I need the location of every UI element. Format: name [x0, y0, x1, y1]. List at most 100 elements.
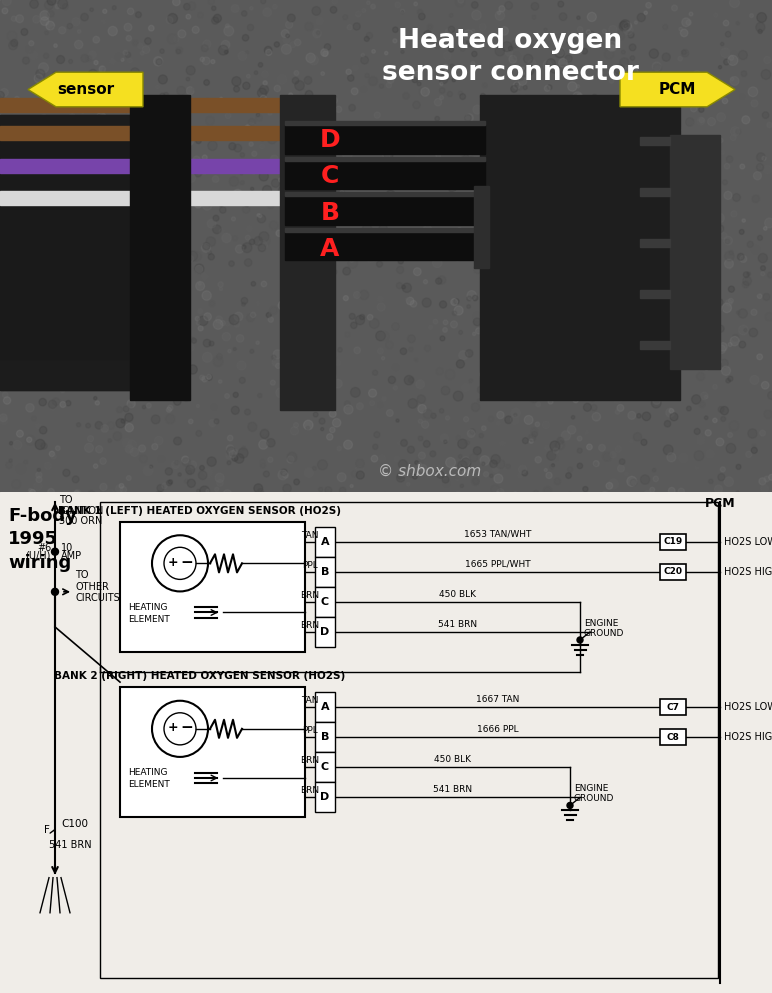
Circle shape: [641, 96, 645, 100]
Circle shape: [608, 479, 618, 490]
Circle shape: [571, 38, 577, 44]
Circle shape: [545, 446, 550, 450]
Circle shape: [298, 118, 308, 128]
Circle shape: [619, 459, 625, 465]
Circle shape: [260, 460, 265, 465]
Circle shape: [683, 211, 692, 220]
Circle shape: [34, 482, 42, 491]
Circle shape: [726, 444, 736, 453]
Circle shape: [665, 420, 671, 427]
Circle shape: [193, 156, 200, 164]
Circle shape: [130, 448, 139, 457]
Circle shape: [289, 93, 293, 97]
Circle shape: [368, 389, 377, 397]
Circle shape: [367, 235, 378, 245]
Circle shape: [692, 286, 699, 294]
Circle shape: [165, 496, 174, 505]
Circle shape: [275, 496, 278, 498]
Circle shape: [443, 320, 448, 325]
Circle shape: [306, 191, 310, 195]
Circle shape: [716, 257, 720, 261]
Circle shape: [269, 311, 273, 314]
Circle shape: [720, 43, 724, 46]
Circle shape: [561, 112, 568, 119]
Circle shape: [374, 432, 380, 438]
Circle shape: [659, 282, 667, 291]
Circle shape: [657, 378, 662, 382]
Circle shape: [478, 196, 485, 203]
Text: PCM: PCM: [659, 82, 696, 97]
Circle shape: [436, 367, 443, 375]
Circle shape: [145, 227, 154, 237]
Circle shape: [225, 113, 231, 118]
Circle shape: [729, 250, 733, 255]
Circle shape: [249, 118, 256, 126]
Circle shape: [601, 143, 606, 149]
Circle shape: [531, 2, 539, 10]
Circle shape: [5, 265, 11, 272]
Circle shape: [667, 453, 676, 462]
Circle shape: [727, 265, 731, 269]
Circle shape: [57, 130, 66, 139]
Circle shape: [567, 481, 572, 486]
Circle shape: [418, 9, 423, 15]
Circle shape: [662, 209, 669, 215]
Circle shape: [418, 419, 422, 423]
Circle shape: [76, 282, 83, 288]
Circle shape: [644, 11, 648, 15]
Circle shape: [103, 9, 107, 14]
Circle shape: [543, 61, 552, 70]
Circle shape: [378, 348, 384, 355]
Circle shape: [401, 440, 408, 447]
Circle shape: [651, 98, 655, 103]
Circle shape: [153, 182, 163, 193]
Circle shape: [591, 169, 600, 178]
Circle shape: [157, 320, 164, 327]
Circle shape: [520, 297, 523, 300]
Circle shape: [49, 400, 56, 408]
Circle shape: [315, 390, 319, 394]
Circle shape: [479, 107, 482, 111]
Circle shape: [266, 50, 272, 56]
Circle shape: [51, 454, 56, 459]
Circle shape: [376, 166, 379, 169]
Circle shape: [547, 266, 555, 274]
Circle shape: [454, 306, 463, 315]
Circle shape: [542, 127, 547, 132]
Circle shape: [506, 49, 513, 57]
Circle shape: [218, 379, 222, 383]
Circle shape: [283, 107, 292, 117]
Circle shape: [764, 410, 772, 418]
Bar: [660, 564, 686, 580]
Circle shape: [109, 79, 117, 88]
Circle shape: [624, 27, 634, 37]
Circle shape: [73, 476, 79, 483]
Circle shape: [267, 439, 275, 447]
Circle shape: [232, 101, 241, 110]
Circle shape: [69, 123, 75, 129]
Circle shape: [106, 323, 113, 332]
Circle shape: [338, 229, 348, 240]
Circle shape: [59, 27, 66, 34]
Circle shape: [764, 226, 767, 230]
Circle shape: [149, 246, 152, 250]
Text: −: −: [181, 720, 193, 736]
Circle shape: [733, 335, 739, 341]
Circle shape: [451, 321, 457, 328]
Circle shape: [47, 237, 56, 245]
Circle shape: [510, 416, 519, 424]
Circle shape: [577, 637, 583, 643]
Circle shape: [355, 316, 364, 325]
Circle shape: [534, 156, 543, 165]
Circle shape: [18, 154, 22, 157]
Circle shape: [120, 487, 127, 493]
Circle shape: [757, 13, 767, 23]
Circle shape: [518, 68, 526, 74]
Circle shape: [80, 107, 86, 113]
Circle shape: [159, 494, 164, 498]
Circle shape: [559, 250, 565, 256]
Circle shape: [236, 335, 244, 343]
Circle shape: [479, 433, 483, 438]
Circle shape: [660, 135, 668, 143]
Circle shape: [513, 361, 523, 371]
